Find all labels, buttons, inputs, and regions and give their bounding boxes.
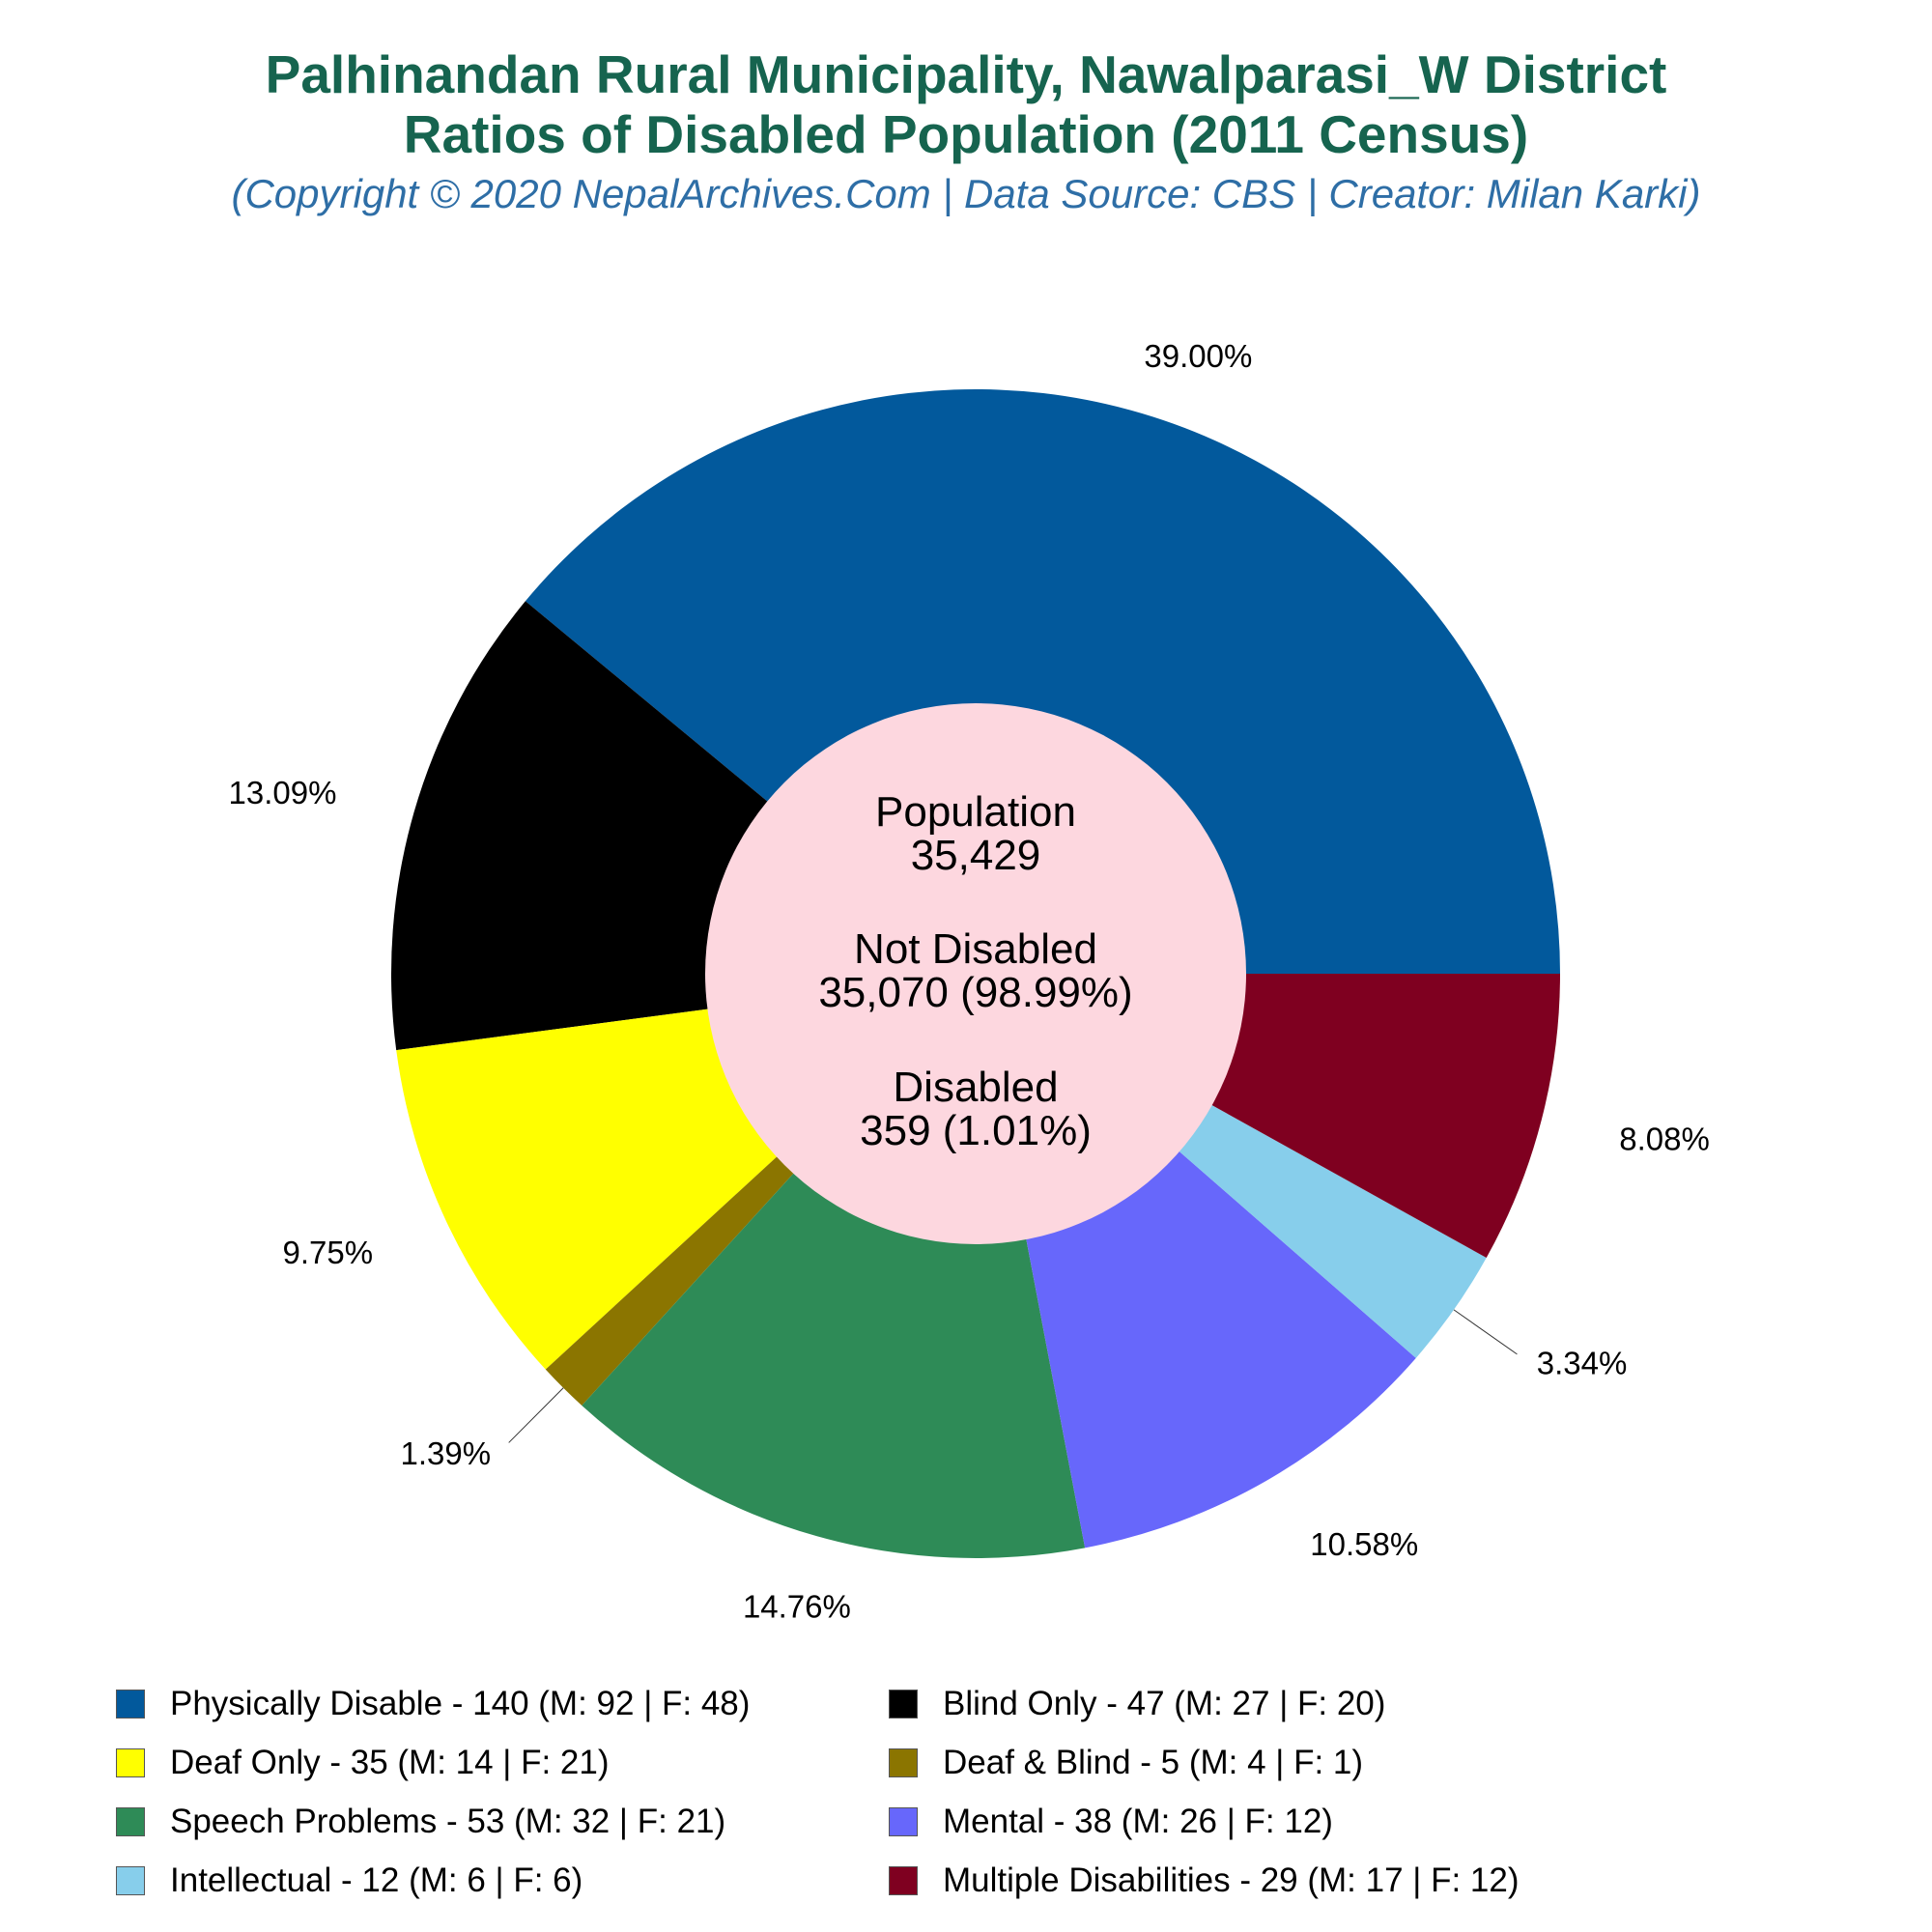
slice-percent-label: 14.76% [743, 1588, 851, 1624]
slice-percent-label: 8.08% [1619, 1122, 1710, 1157]
slice-percent-label: 3.34% [1537, 1345, 1628, 1380]
chart-subtitle: (Copyright © 2020 NepalArchives.Com | Da… [231, 171, 1701, 216]
center-population-value: 35,429 [911, 832, 1041, 879]
slice-physically-disable [525, 388, 1560, 974]
center-disabled-label: Disabled [893, 1064, 1058, 1111]
chart-title-line2: Ratios of Disabled Population (2011 Cens… [403, 104, 1529, 164]
slice-percent-label: 39.00% [1144, 338, 1252, 374]
slice-percent-label: 9.75% [282, 1235, 373, 1270]
center-not-disabled-value: 35,070 (98.99%) [818, 969, 1132, 1016]
chart-title-line1: Palhinandan Rural Municipality, Nawalpar… [265, 44, 1667, 104]
leader-line [508, 1387, 564, 1443]
center-population-label: Population [875, 788, 1076, 836]
leader-line [1453, 1309, 1518, 1355]
slice-percent-label: 1.39% [401, 1435, 492, 1471]
center-disabled-value: 359 (1.01%) [860, 1107, 1092, 1154]
slice-labels-group: 39.00% 13.09% 9.75% 1.39% 14.76% 10.58% 3.34% 8… [229, 338, 1710, 1624]
leader-lines-group [508, 1309, 1518, 1443]
donut-center [705, 703, 1246, 1244]
slice-percent-label: 13.09% [229, 775, 337, 810]
slice-percent-label: 10.58% [1310, 1526, 1418, 1562]
center-not-disabled-label: Not Disabled [854, 925, 1097, 973]
